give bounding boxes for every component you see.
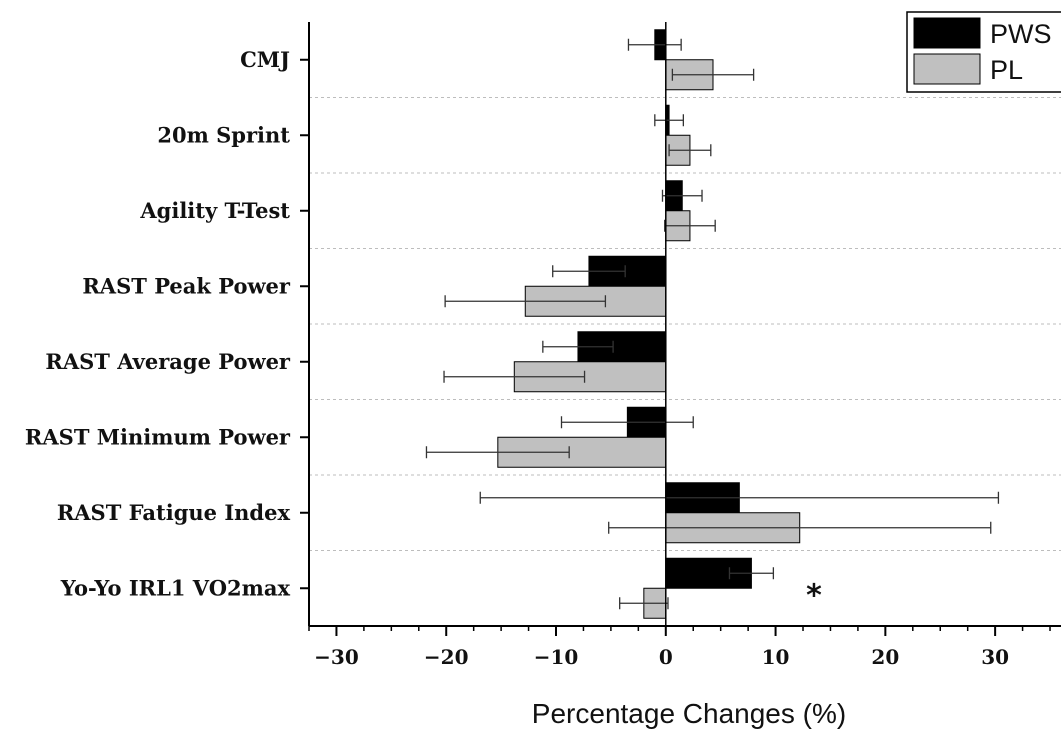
x-tick-label: 10: [762, 645, 790, 669]
x-tick-label: −30: [314, 645, 359, 669]
error-bars: [425, 38, 1000, 610]
category-label: Agility T-Test: [139, 198, 290, 223]
x-tick-label: 0: [659, 645, 673, 669]
category-label: RAST Peak Power: [82, 273, 291, 298]
annotations: *: [806, 578, 822, 613]
legend: PWS PL: [906, 11, 1061, 93]
category-label: Yo-Yo IRL1 VO2max: [60, 575, 291, 600]
x-tick-label: −20: [424, 645, 469, 669]
legend-label-pl: PL: [990, 55, 1023, 85]
category-label: RAST Fatigue Index: [57, 500, 291, 525]
category-label: RAST Minimum Power: [25, 424, 291, 449]
category-label: CMJ: [240, 47, 290, 72]
axes: [300, 22, 1061, 636]
x-axis-label: Percentage Changes (%): [532, 698, 846, 729]
category-labels: CMJ 20m Sprint Agility T-Test RAST Peak Pow…: [25, 47, 291, 601]
x-tick-label: −10: [534, 645, 579, 669]
legend-label-pws: PWS: [990, 19, 1052, 49]
legend-swatch-pl: [913, 53, 981, 85]
tick-labels: −30 −20 −10 0 10 20 30: [314, 645, 1009, 669]
x-tick-label: 30: [981, 645, 1009, 669]
significance-marker: *: [806, 578, 822, 613]
category-label: RAST Average Power: [45, 349, 291, 374]
grid: [309, 97, 1061, 551]
legend-swatch-pws: [913, 17, 981, 49]
x-tick-label: 20: [871, 645, 899, 669]
category-label: 20m Sprint: [157, 122, 290, 147]
